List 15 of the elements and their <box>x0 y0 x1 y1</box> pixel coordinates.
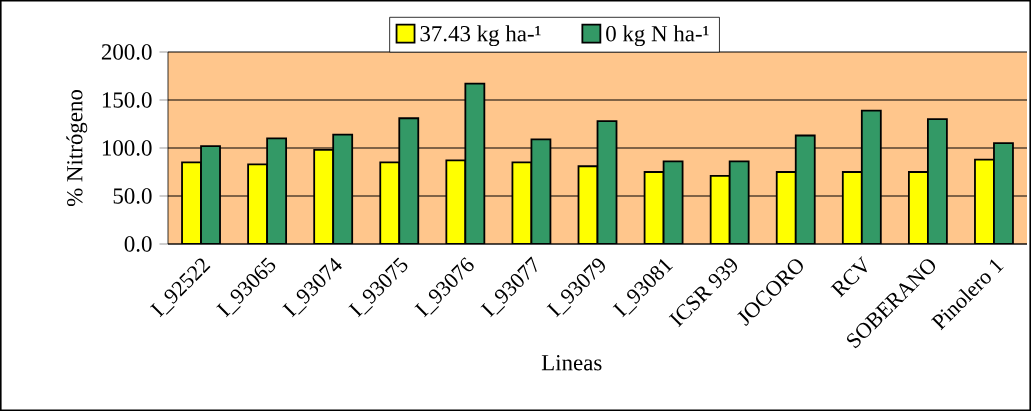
bar <box>512 162 532 244</box>
y-axis-title: % Nitrógeno <box>66 90 88 207</box>
bar <box>578 166 598 244</box>
y-tick-label: 50.0 <box>113 188 152 204</box>
x-axis-title: Lineas <box>541 355 602 371</box>
y-tick-label: 150.0 <box>102 92 152 108</box>
bar <box>531 139 551 244</box>
y-tick-label: 100.0 <box>102 140 152 156</box>
legend-label: 37.43 kg ha-¹ <box>420 25 541 47</box>
bar <box>663 161 683 244</box>
y-tick-label: 0.0 <box>124 236 152 252</box>
bar <box>597 121 617 244</box>
legend-label: 0 kg N ha-¹ <box>606 25 709 47</box>
bar <box>644 172 664 244</box>
y-tick-label: 200.0 <box>101 44 152 60</box>
